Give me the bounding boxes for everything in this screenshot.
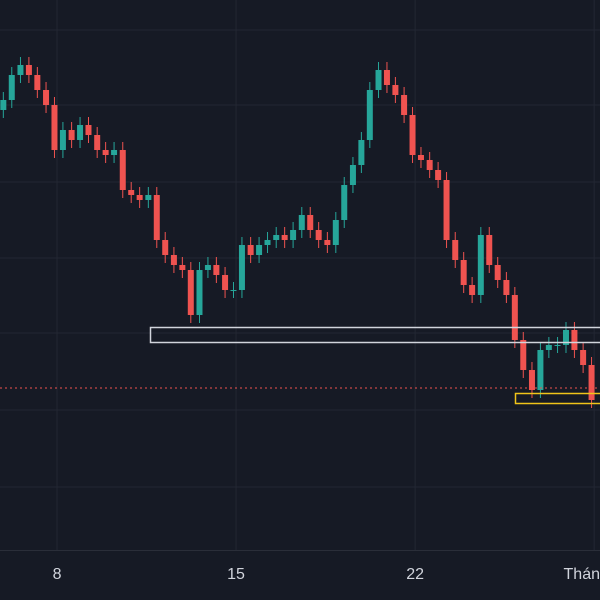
x-tick-label: 8 — [53, 566, 62, 583]
candle-body — [452, 240, 459, 260]
candle-body — [230, 290, 237, 291]
candle-body — [511, 295, 518, 340]
candle-body — [273, 235, 280, 240]
candle-body — [366, 90, 373, 140]
candle-body — [43, 90, 50, 105]
candle-body — [520, 340, 527, 370]
candle-body — [281, 235, 288, 240]
candle-body — [119, 150, 126, 190]
candle-body — [562, 330, 569, 345]
candle-body — [222, 275, 229, 290]
candle-body — [426, 160, 433, 170]
zone-box — [149, 326, 600, 344]
candle-body — [153, 195, 160, 240]
candle-body — [25, 65, 32, 75]
x-tick-label: Thán — [564, 566, 600, 583]
zone-box — [514, 392, 600, 405]
candle-body — [392, 85, 399, 95]
candle-body — [460, 260, 467, 285]
candle-body — [588, 365, 595, 400]
x-tick-label: 22 — [406, 566, 424, 583]
candle-body — [332, 220, 339, 245]
candle-body — [111, 150, 118, 155]
grid — [0, 0, 600, 550]
candle-body — [77, 125, 84, 140]
candle-body — [136, 195, 143, 200]
candle-body — [17, 65, 24, 75]
candle-body — [102, 150, 109, 155]
candle-body — [528, 370, 535, 390]
candle-body — [204, 265, 211, 270]
candle-body — [469, 285, 476, 295]
time-axis: 8 15 22 Thán — [53, 566, 600, 583]
candle-body — [179, 265, 186, 270]
candle-body — [256, 245, 263, 255]
candle-body — [238, 245, 245, 290]
candle-body — [435, 170, 442, 180]
candle-body — [187, 270, 194, 315]
candle-body — [247, 245, 254, 255]
candle-body — [264, 240, 271, 245]
candle-body — [375, 70, 382, 90]
candle-body — [34, 75, 41, 90]
candle-body — [324, 240, 331, 245]
candle-body — [341, 185, 348, 220]
candle-body — [59, 130, 66, 150]
candle-body — [196, 270, 203, 315]
candle-body — [298, 215, 305, 230]
candle-body — [68, 130, 75, 140]
candle-body — [477, 235, 484, 295]
candle-body — [417, 155, 424, 160]
candle-body — [409, 115, 416, 155]
candle-body — [358, 140, 365, 165]
candle-body — [290, 230, 297, 240]
candle-body — [494, 265, 501, 280]
candle-body — [170, 255, 177, 265]
candle-body — [85, 125, 92, 135]
candle-body — [443, 180, 450, 240]
candle-body — [51, 105, 58, 150]
candle-body — [349, 165, 356, 185]
candle-body — [307, 215, 314, 230]
candle-body — [486, 235, 493, 265]
candle-body — [213, 265, 220, 275]
candle-body — [383, 70, 390, 85]
candle-body — [401, 95, 408, 115]
candle-body — [0, 100, 7, 110]
candle-body — [580, 350, 587, 365]
candle-body — [145, 195, 152, 200]
x-tick-label: 15 — [227, 566, 245, 583]
candle-body — [571, 330, 578, 350]
candle-body — [315, 230, 322, 240]
candle-body — [94, 135, 101, 150]
candle-body — [537, 350, 544, 390]
candle-body — [554, 345, 561, 346]
candle-body — [8, 75, 15, 100]
candle-body — [503, 280, 510, 295]
candle-body — [162, 240, 169, 255]
candle-body — [128, 190, 135, 195]
candles — [0, 57, 595, 408]
candle-body — [545, 345, 552, 350]
